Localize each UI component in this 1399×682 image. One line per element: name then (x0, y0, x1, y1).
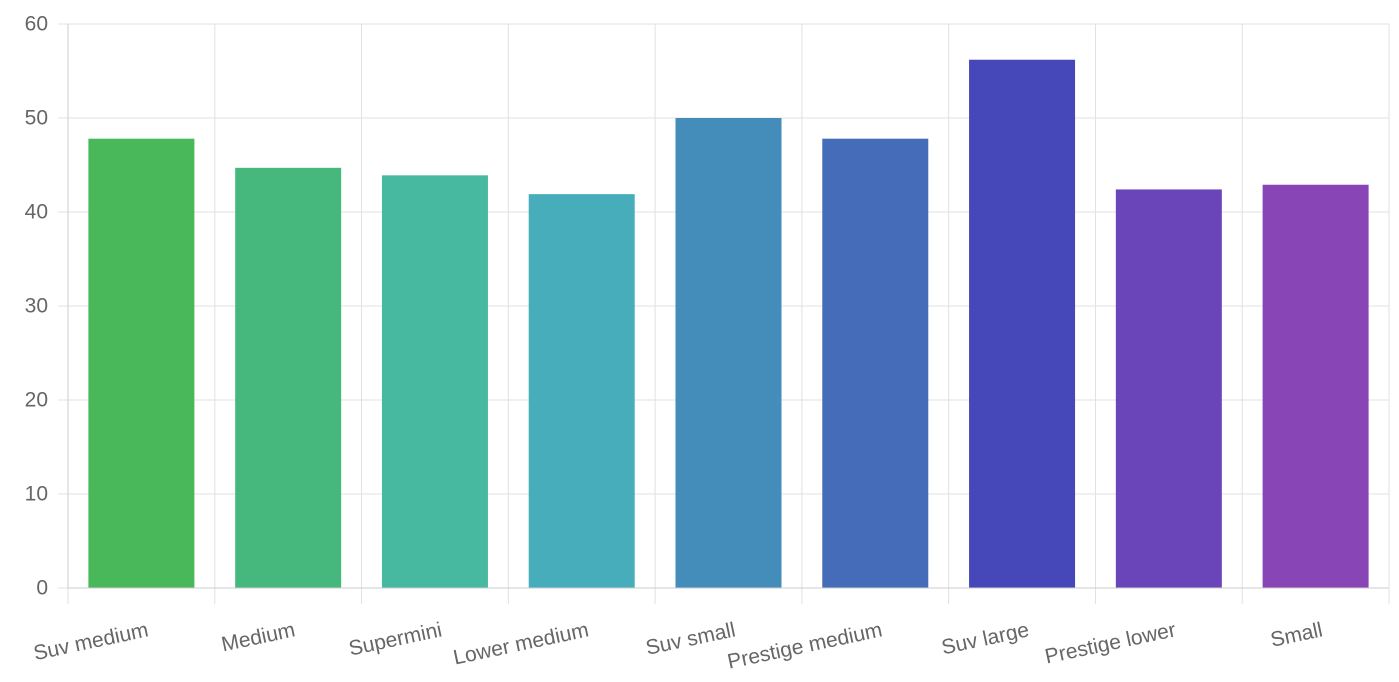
bar-small (1262, 184, 1369, 589)
bar-suv-large (969, 59, 1076, 589)
x-axis-ticks: Suv medium Medium Supermini Lower medium Suv… (31, 618, 1324, 673)
bar-lower-medium (528, 194, 635, 588)
x-tick-label: Suv medium (31, 618, 150, 665)
x-tick-label: Supermini (347, 618, 444, 660)
x-tick-label: Medium (219, 618, 297, 656)
y-tick-label: 10 (25, 483, 48, 506)
bar-prestige-lower (1115, 189, 1222, 588)
x-tick-label: Small (1269, 618, 1325, 651)
x-tick-label: Prestige medium (725, 618, 884, 673)
y-tick-label: 40 (25, 201, 48, 224)
bar-suv-small (675, 118, 782, 588)
y-tick-label: 30 (25, 295, 48, 318)
y-tick-label: 60 (25, 13, 48, 36)
bar-supermini (381, 175, 488, 588)
y-tick-label: 20 (25, 389, 48, 412)
y-axis-ticks: 0 10 20 30 40 50 60 (25, 13, 68, 600)
y-tick-label: 50 (25, 107, 48, 130)
x-tick-label: Suv large (940, 618, 1032, 659)
bar-prestige-medium (822, 138, 929, 588)
y-tick-label: 0 (36, 577, 48, 600)
bars (88, 59, 1369, 589)
bar-medium (235, 167, 342, 588)
x-tick-label: Lower medium (451, 618, 591, 669)
bar-suv-medium (88, 138, 195, 588)
x-tick-label: Prestige lower (1043, 618, 1178, 668)
x-tick-label: Suv small (644, 618, 738, 659)
